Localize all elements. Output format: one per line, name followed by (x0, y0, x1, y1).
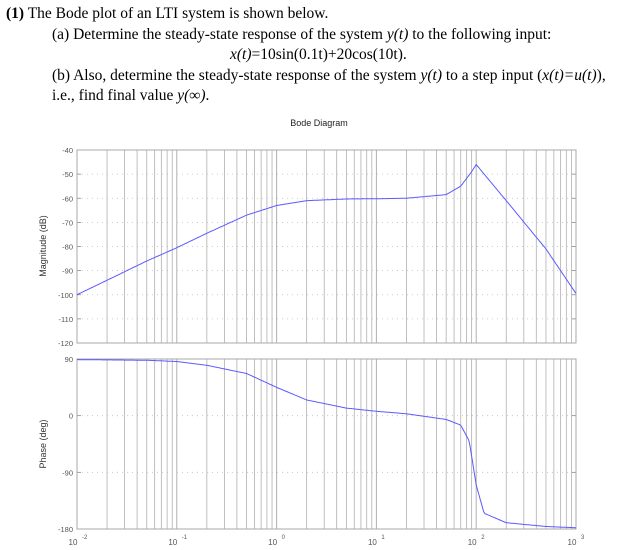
frequency-tick-exponent: 2 (481, 535, 485, 541)
part-a-prefix: (a) Determine the steady-state response … (52, 26, 387, 43)
frequency-tick: 10 (368, 538, 377, 547)
phase-tick: 90 (65, 355, 73, 364)
magnitude-axes-box (76, 149, 577, 344)
frequency-tick: 10 (69, 538, 78, 547)
frequency-tick: 10 (268, 538, 277, 547)
phase-grid (77, 358, 576, 530)
magnitude-curve (76, 163, 577, 296)
magnitude-ylabel: Magnitude (dB) (38, 215, 48, 277)
magnitude-tick: -70 (62, 218, 73, 227)
question-number: (1) (6, 5, 25, 22)
frequency-tick: 10 (168, 538, 177, 547)
part-a-suffix: to the following input: (408, 26, 552, 43)
frequency-tick: 10 (568, 538, 577, 547)
phase-ylabel: Phase (deg) (38, 419, 48, 468)
part-b-text: (b) Also, determine the steady-state res… (52, 66, 606, 86)
intro-text: The Bode plot of an LTI system is shown … (27, 5, 329, 22)
magnitude-tick: -100 (58, 291, 73, 300)
phase-tick: -90 (62, 468, 73, 477)
magnitude-tick: -40 (62, 146, 73, 155)
part-b-prefix: (b) Also, determine the steady-state res… (52, 67, 421, 84)
magnitude-tick: -120 (58, 339, 73, 348)
part-b-line2-prefix: i.e., find final value (52, 87, 178, 104)
frequency-tick-exponent: -1 (182, 535, 188, 541)
frequency-tick-exponent: 3 (581, 535, 585, 541)
part-b-var: y(t) (420, 67, 442, 84)
phase-tick: 0 (69, 412, 73, 421)
input-signal-lhs: x(t) (230, 46, 252, 63)
part-a-var: y(t) (386, 26, 409, 43)
magnitude-tick: -110 (59, 315, 73, 324)
magnitude-tick: -80 (62, 243, 73, 252)
magnitude-tick: -50 (62, 170, 73, 179)
part-b-line2: i.e., find final value y(∞). (52, 86, 209, 106)
magnitude-grid (77, 149, 576, 344)
question-intro: (1) The Bode plot of an LTI system is sh… (6, 4, 328, 24)
plot-title: Bode Diagram (290, 118, 348, 128)
frequency-tick-labels: 10 -2 10 -1 10 0 10 1 10 2 10 3 (69, 535, 585, 547)
phase-tick: -180 (58, 525, 73, 534)
magnitude-tick: -90 (62, 267, 73, 276)
part-a-text: (a) Determine the steady-state response … (52, 25, 551, 45)
part-b-suffix: ), (596, 67, 606, 84)
frequency-tick: 10 (468, 538, 477, 547)
phase-axes-box (76, 358, 577, 530)
magnitude-tick-labels: -40 -50 -60 -70 -80 -90 -100 -110 -120 (58, 146, 73, 348)
phase-curve (77, 359, 576, 529)
magnitude-tick: -60 (62, 194, 73, 203)
phase-tick-labels: 90 0 -90 -180 (58, 355, 73, 534)
part-b-line2-suffix: . (205, 87, 210, 104)
input-signal: x(t)=10sin(0.1t)+20cos(10t). (230, 45, 407, 65)
part-b-input: x(t)=u(t) (542, 67, 597, 84)
input-signal-rhs: =10sin(0.1t)+20cos(10t). (251, 46, 407, 63)
part-b-line2-var: y(∞) (177, 87, 206, 104)
frequency-tick-exponent: 0 (282, 535, 286, 541)
frequency-tick-exponent: -2 (82, 535, 88, 541)
frequency-tick-exponent: 1 (381, 535, 385, 541)
part-b-mid: to a step input ( (441, 67, 543, 84)
